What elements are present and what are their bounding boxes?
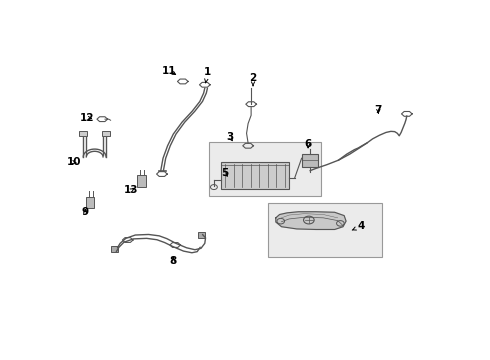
Text: 6: 6	[304, 139, 312, 149]
Text: 9: 9	[82, 207, 89, 217]
Text: 13: 13	[124, 185, 139, 195]
Text: 3: 3	[226, 132, 234, 143]
Text: 12: 12	[80, 113, 94, 123]
Text: 5: 5	[221, 168, 228, 179]
Text: 7: 7	[375, 105, 382, 115]
Bar	[102, 131, 110, 136]
Text: 2: 2	[249, 73, 257, 86]
Text: 8: 8	[170, 256, 177, 266]
Bar	[302, 153, 318, 167]
Text: 10: 10	[67, 157, 81, 167]
Polygon shape	[276, 212, 346, 229]
Text: 4: 4	[352, 221, 365, 231]
Bar	[79, 131, 87, 136]
Bar	[220, 162, 289, 189]
Bar	[209, 141, 320, 195]
Text: 11: 11	[162, 66, 177, 76]
Bar	[268, 203, 382, 257]
Text: 1: 1	[204, 67, 211, 83]
Bar	[198, 232, 205, 238]
Bar	[137, 175, 146, 186]
Bar	[86, 197, 94, 208]
Bar	[111, 246, 118, 252]
